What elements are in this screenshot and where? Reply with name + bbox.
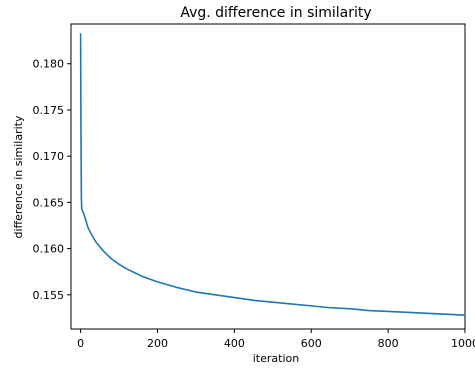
y-tick-label: 0.165 [33, 196, 65, 209]
series-line [79, 33, 466, 316]
y-tick-label: 0.180 [33, 58, 65, 71]
y-axis-label: difference in similarity [12, 115, 25, 238]
y-tick-label: 0.155 [33, 289, 65, 302]
series-layer [79, 33, 466, 316]
y-tick-label: 0.170 [33, 150, 65, 163]
x-tick-label: 0 [77, 337, 84, 350]
plot-frame [70, 23, 466, 330]
x-tick-label: 800 [378, 337, 399, 350]
chart-title: Avg. difference in similarity [180, 5, 371, 21]
x-tick-label: 200 [147, 337, 168, 350]
y-tick-label: 0.160 [33, 243, 65, 256]
y-tick-label: 0.175 [33, 104, 65, 117]
x-tick-label: 600 [301, 337, 322, 350]
y-axis: 0.155 0.160 0.165 0.170 0.175 0.180 [33, 58, 71, 302]
x-tick-label: 400 [224, 337, 245, 350]
x-axis-label: iteration [253, 352, 299, 365]
